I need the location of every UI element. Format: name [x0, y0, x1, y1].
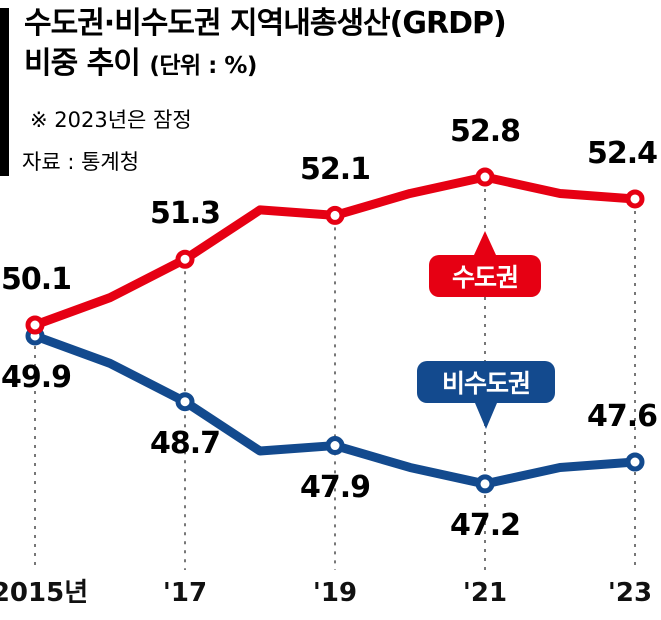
chart-title-line1: 수도권·비수도권 지역내총생산(GRDP) — [24, 6, 507, 41]
non-capital-region-badge: 비수도권 — [417, 361, 555, 429]
chart-note: ※ 2023년은 잠정 — [30, 108, 192, 132]
data-point-marker — [175, 249, 195, 269]
value-label: 48.7 — [149, 425, 221, 461]
value-label: 50.1 — [0, 262, 72, 297]
chart-title: 수도권·비수도권 지역내총생산(GRDP) 비중 추이 (단위 : %) — [24, 4, 507, 84]
x-axis-label: 2015년 — [0, 578, 89, 608]
x-axis-label: '19 — [312, 578, 358, 608]
data-point-marker — [475, 474, 495, 494]
x-axis-label: '23 — [607, 578, 653, 608]
data-point-marker — [175, 392, 195, 412]
badge-pointer-down — [475, 403, 497, 429]
x-axis-label: '21 — [462, 578, 508, 608]
data-point-marker — [475, 167, 495, 187]
data-point-marker — [25, 315, 45, 335]
chart-source: 자료 : 통계청 — [22, 150, 140, 174]
badge-pointer-up — [474, 231, 496, 255]
capital-region-badge-label: 수도권 — [451, 263, 519, 292]
capital-region-badge: 수도권 — [429, 231, 541, 297]
title-accent-bar — [0, 8, 9, 176]
value-label: 51.3 — [149, 196, 221, 232]
value-label: 52.8 — [449, 114, 521, 150]
data-point-marker — [625, 452, 645, 472]
data-point-marker — [625, 189, 645, 209]
value-label: 47.6 — [586, 399, 658, 434]
value-label: 47.2 — [449, 507, 521, 543]
x-axis-label: '17 — [162, 578, 208, 608]
value-label: 52.1 — [299, 152, 371, 188]
value-label: 52.4 — [586, 135, 658, 171]
data-point-marker — [325, 436, 345, 456]
chart-title-line2-text: 비중 추이 — [24, 45, 141, 81]
value-label: 49.9 — [0, 359, 72, 395]
non-capital-region-badge-label: 비수도권 — [441, 369, 531, 398]
chart-unit-label: (단위 : %) — [149, 52, 257, 79]
data-point-marker — [325, 205, 345, 225]
chart-title-line2: 비중 추이 (단위 : %) — [24, 44, 506, 84]
value-label: 47.9 — [299, 469, 371, 505]
